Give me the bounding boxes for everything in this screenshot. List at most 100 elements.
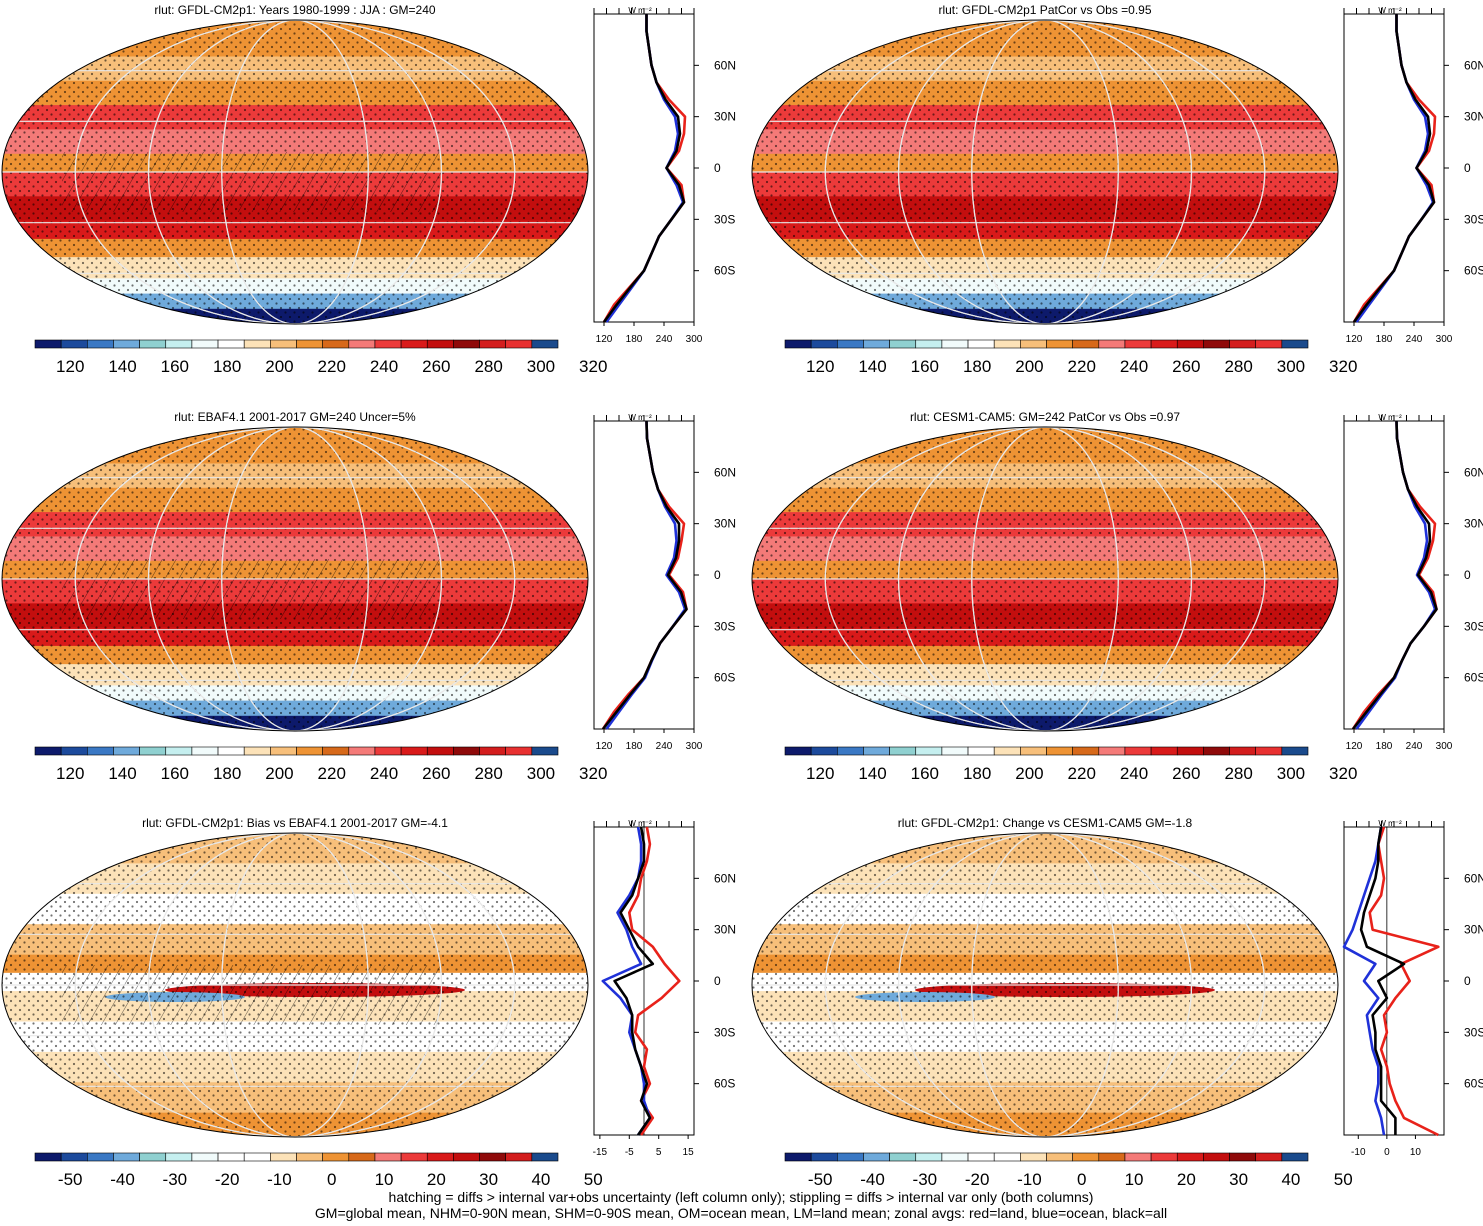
colorbar-swatch — [139, 1152, 167, 1162]
map-outline — [1, 426, 589, 732]
colorbar-tick-label: 280 — [1224, 764, 1252, 783]
panel-title: rlut: GFDL-CM2p1: Change vs CESM1-CAM5 G… — [898, 816, 1193, 830]
zonal-mean-plot: W m⁻² 60N 30N 0 30S 60S -10 0 10 — [1342, 819, 1483, 1158]
colorbar-swatch — [941, 339, 969, 349]
colorbar-swatch — [1124, 746, 1152, 756]
colorbar-tick-label: -20 — [965, 1170, 990, 1189]
colorbar-swatch — [1098, 339, 1126, 349]
zonal-series-all — [613, 826, 655, 1136]
colorbar-swatch — [1072, 339, 1100, 349]
colorbar-swatch — [87, 1152, 114, 1162]
colorbar-swatch — [941, 746, 969, 756]
colorbar-swatch — [296, 746, 323, 756]
colorbar-tick-label: 300 — [1277, 357, 1305, 376]
zonal-lat-label: 0 — [714, 161, 721, 175]
colorbar-swatch — [810, 1152, 838, 1162]
colorbar-tick-label: 0 — [1077, 1170, 1086, 1189]
zonal-x-tick-label: -10 — [1351, 1147, 1366, 1158]
colorbar-swatch — [1020, 746, 1047, 756]
colorbar-swatch — [1046, 746, 1073, 756]
zonal-frame — [1343, 420, 1445, 730]
colorbar-tick-label: 220 — [318, 357, 346, 376]
colorbar-tick-label: 200 — [265, 357, 293, 376]
colorbar-swatch — [217, 746, 245, 756]
panel-title: rlut: EBAF4.1 2001-2017 GM=240 Uncer=5% — [174, 410, 416, 424]
colorbar-swatch — [784, 339, 812, 349]
panel-title: rlut: GFDL-CM2p1: Years 1980-1999 : JJA … — [154, 3, 435, 17]
colorbar-swatch — [1255, 746, 1283, 756]
colorbar-tick-label: 120 — [806, 764, 834, 783]
colorbar-swatch — [400, 746, 428, 756]
colorbar-tick-label: 260 — [422, 357, 450, 376]
map-outline — [751, 832, 1339, 1138]
colorbar-swatch — [1176, 1152, 1204, 1162]
colorbar-tick-label: 160 — [911, 764, 939, 783]
colorbar-swatch — [1098, 746, 1126, 756]
colorbar-tick-label: 180 — [963, 357, 991, 376]
zonal-x-tick-label: 180 — [626, 334, 643, 345]
zonal-x-tick-label: 300 — [686, 334, 703, 345]
colorbar-swatch — [322, 746, 350, 756]
colorbar-swatch — [810, 746, 838, 756]
colorbar-swatch — [479, 1152, 506, 1162]
colorbar-tick-label: 200 — [1015, 764, 1043, 783]
zonal-x-tick-label: 120 — [596, 334, 613, 345]
colorbar-swatch — [1124, 1152, 1152, 1162]
zonal-frame — [1343, 826, 1445, 1136]
panel-title: rlut: GFDL-CM2p1: Bias vs EBAF4.1 2001-2… — [142, 816, 448, 830]
colorbar-swatch — [915, 1152, 943, 1162]
colorbar-tick-label: 220 — [318, 764, 346, 783]
colorbar-swatch — [784, 1152, 812, 1162]
colorbar-swatch — [139, 339, 167, 349]
colorbar-swatch — [1203, 746, 1230, 756]
zonal-lat-label: 30S — [1464, 619, 1483, 633]
colorbar-swatch — [270, 339, 297, 349]
colorbar-swatch — [400, 339, 428, 349]
colorbar-tick-label: 160 — [161, 357, 189, 376]
zonal-mean-plot: W m⁻² 60N 30N 0 30S 60S -15 -5 5 15 — [593, 819, 736, 1158]
colorbar-tick-label: 200 — [1015, 357, 1043, 376]
colorbar-swatch — [1176, 339, 1204, 349]
colorbar-swatch — [453, 1152, 480, 1162]
colorbar-swatch — [165, 339, 193, 349]
colorbar-tick-label: 240 — [1120, 357, 1148, 376]
zonal-x-tick-label: 180 — [1376, 334, 1393, 345]
colorbar-tick-label: 300 — [527, 764, 555, 783]
colorbar-swatch — [217, 339, 245, 349]
colorbar-swatch — [34, 1152, 62, 1162]
colorbar-swatch — [836, 746, 864, 756]
zonal-lat-label: 30N — [714, 517, 736, 531]
colorbar-swatch — [993, 746, 1021, 756]
colorbar-swatch — [165, 1152, 193, 1162]
panel-p6: rlut: GFDL-CM2p1: Change vs CESM1-CAM5 G… — [751, 816, 1483, 1189]
zonal-series-land — [1352, 14, 1437, 323]
colorbar-swatch — [1255, 339, 1283, 349]
zonal-lat-label: 30S — [1464, 1025, 1483, 1039]
zonal-lat-label: 30N — [714, 110, 736, 124]
colorbar-swatch — [479, 339, 506, 349]
zonal-series-ocean — [1342, 826, 1386, 1136]
colorbar-swatch — [348, 339, 376, 349]
zonal-x-tick-label: 300 — [1436, 334, 1453, 345]
zonal-x-tick-label: 300 — [686, 741, 703, 752]
colorbar-swatch — [889, 746, 917, 756]
colorbar-swatch — [243, 339, 271, 349]
colorbar-tick-label: 180 — [963, 764, 991, 783]
zonal-x-tick-label: 240 — [656, 741, 673, 752]
colorbar-tick-label: -10 — [267, 1170, 292, 1189]
zonal-lat-label: 60N — [714, 871, 736, 885]
colorbar-swatch — [348, 1152, 376, 1162]
colorbar-swatch — [87, 339, 114, 349]
colorbar-tick-label: 300 — [1277, 764, 1305, 783]
colorbar-swatch — [191, 339, 219, 349]
colorbar-tick-label: 280 — [474, 764, 502, 783]
zonal-lat-label: 0 — [1464, 974, 1471, 988]
zonal-unit-label: W m⁻² — [1378, 413, 1402, 422]
zonal-lat-label: 60S — [1464, 264, 1483, 278]
colorbar-swatch — [243, 746, 271, 756]
zonal-series-land — [601, 420, 688, 730]
zonal-x-tick-label: 240 — [656, 334, 673, 345]
zonal-series-land — [1368, 826, 1440, 1137]
colorbar-swatch — [60, 1152, 88, 1162]
zonal-lat-label: 60S — [714, 671, 735, 685]
